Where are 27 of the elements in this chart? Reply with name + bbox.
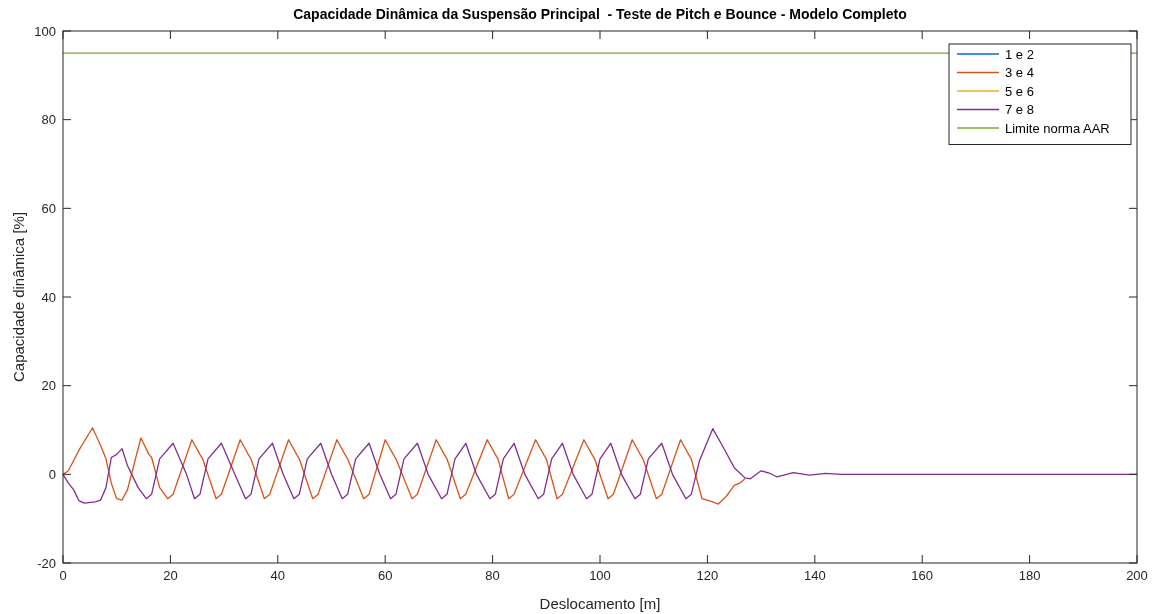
x-tick-label: 120 xyxy=(696,568,719,583)
line-series xyxy=(62,427,746,505)
y-axis-title: Capacidade dinâmica [%] xyxy=(10,211,27,383)
chart-title: Capacidade Dinâmica da Suspensão Principal - Teste de Pitch e Bounce - Modelo Completo xyxy=(293,6,907,22)
x-tick-label: 0 xyxy=(59,568,67,583)
x-tick-label: 80 xyxy=(485,568,500,583)
legend-label: 5 e 6 xyxy=(1005,83,1034,99)
x-tick-label: 160 xyxy=(911,568,934,583)
y-tick-label: 0 xyxy=(48,466,56,482)
x-tick-label: 200 xyxy=(1126,568,1148,583)
x-tick-label: 40 xyxy=(270,568,286,583)
y-tick-label: 80 xyxy=(41,112,56,128)
x-tick-label: 20 xyxy=(163,568,178,583)
y-tick-label: 60 xyxy=(41,200,56,216)
x-axis-title: Deslocamento [m] xyxy=(539,595,661,612)
y-tick-label: 20 xyxy=(41,378,56,394)
legend-label: 3 e 4 xyxy=(1005,65,1034,80)
legend-label: 7 e 8 xyxy=(1005,102,1034,117)
x-tick-label: 140 xyxy=(803,568,826,583)
legend-label: 1 e 2 xyxy=(1005,46,1034,62)
legend-label: Limite norma AAR xyxy=(1005,120,1110,136)
y-tick-label: 40 xyxy=(41,289,56,305)
y-tick-label: -20 xyxy=(37,555,56,571)
x-tick-label: 60 xyxy=(377,568,393,583)
x-tick-label: 100 xyxy=(589,568,611,583)
y-tick-label: 100 xyxy=(34,23,56,39)
x-tick-label: 180 xyxy=(1018,568,1041,583)
